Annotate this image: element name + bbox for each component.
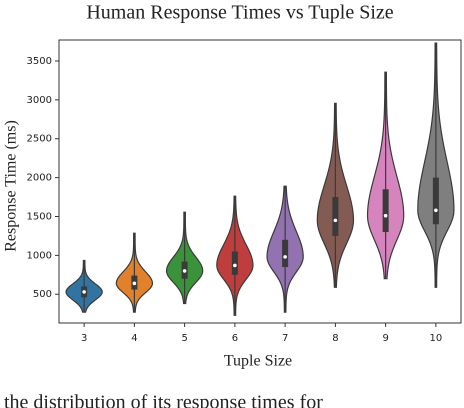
y-axis-label: Response Time (ms) xyxy=(3,120,20,252)
violin-box xyxy=(332,197,339,236)
y-tick-label: 500 xyxy=(33,289,52,300)
x-tick-label: 9 xyxy=(382,333,388,344)
violin-box xyxy=(231,251,238,275)
x-axis-label: Tuple Size xyxy=(224,353,292,370)
violin-median xyxy=(283,255,287,259)
chart-title: Human Response Times vs Tuple Size xyxy=(86,2,393,24)
y-tick-label: 3500 xyxy=(27,56,52,67)
violin-box xyxy=(432,177,439,225)
x-tick-label: 4 xyxy=(131,333,137,344)
x-tick-label: 7 xyxy=(282,333,288,344)
violin-median xyxy=(82,290,86,294)
violin-median xyxy=(383,213,388,218)
violin-median xyxy=(333,218,338,223)
plot-frame xyxy=(58,39,462,324)
x-tick-label: 3 xyxy=(81,333,87,344)
violin-median xyxy=(434,208,438,213)
y-tick-label: 2000 xyxy=(27,173,52,184)
y-tick-label: 2500 xyxy=(27,134,52,145)
violin-box xyxy=(382,189,389,233)
violin-median xyxy=(132,281,137,286)
x-tick-label: 10 xyxy=(430,333,443,344)
y-tick-label: 1500 xyxy=(27,211,52,222)
x-tick-label: 6 xyxy=(232,333,238,344)
y-tick-label: 3000 xyxy=(27,95,52,106)
violin-box xyxy=(282,239,289,268)
caption: the distribution of its response times f… xyxy=(4,392,323,408)
y-tick-label: 1000 xyxy=(27,250,52,261)
x-tick-label: 5 xyxy=(181,333,187,344)
x-tick-label: 8 xyxy=(332,333,338,344)
violin-median xyxy=(182,269,187,273)
violin-median xyxy=(233,263,237,268)
